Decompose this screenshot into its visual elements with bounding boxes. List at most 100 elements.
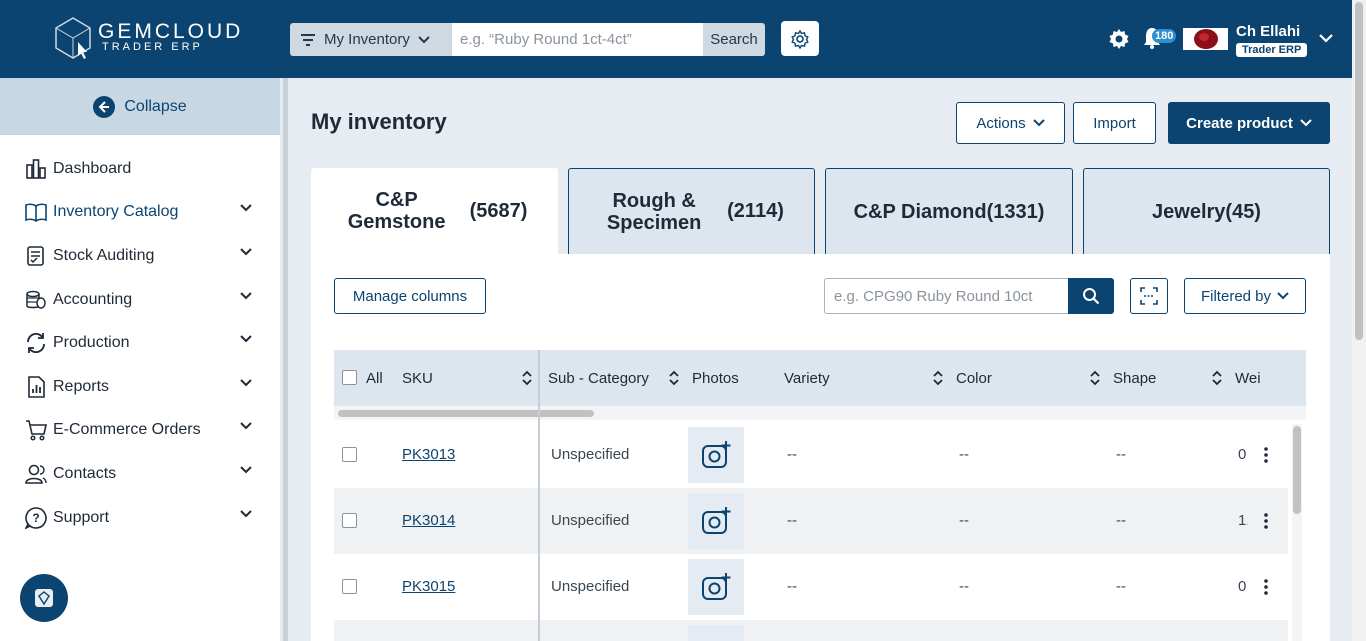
tab-rough-specimen[interactable]: Rough & Specimen (2114) xyxy=(568,168,815,254)
chevron-down-icon xyxy=(240,248,252,256)
sort-icon[interactable] xyxy=(522,370,532,386)
tab-cp-diamond[interactable]: C&P Diamond(1331) xyxy=(825,168,1073,254)
filtered-by-dropdown[interactable]: Filtered by xyxy=(1184,278,1306,314)
select-all-checkbox[interactable] xyxy=(342,370,357,385)
scrollbar-thumb[interactable] xyxy=(1355,2,1363,340)
more-options-icon[interactable] xyxy=(1258,578,1274,596)
tab-count: (5687) xyxy=(469,199,528,222)
row-checkbox[interactable] xyxy=(342,513,357,528)
horizontal-scrollbar[interactable] xyxy=(334,406,1306,420)
sidebar-item-accounting[interactable]: Accounting xyxy=(24,288,252,312)
search-scope-dropdown[interactable]: My Inventory xyxy=(290,23,452,56)
sidebar-item-label: Stock Auditing xyxy=(53,247,155,264)
sort-icon[interactable] xyxy=(1090,370,1100,386)
sidebar-item-label: Support xyxy=(53,509,110,526)
add-photo-button[interactable] xyxy=(688,559,744,615)
column-header-photos[interactable]: Photos xyxy=(692,369,739,387)
sidebar-item-label: E-Commerce Orders xyxy=(53,421,201,438)
tab-jewelry[interactable]: Jewelry(45) xyxy=(1083,168,1330,254)
sidebar-item-support[interactable]: ? Support xyxy=(24,506,252,530)
create-product-button[interactable]: Create product xyxy=(1168,102,1330,144)
collapse-label: Collapse xyxy=(124,97,187,115)
sidebar-item-contacts[interactable]: Contacts xyxy=(24,462,252,486)
row-checkbox[interactable] xyxy=(342,579,357,594)
column-header-sku[interactable]: SKU xyxy=(402,369,433,387)
sidebar-item-reports[interactable]: Reports xyxy=(24,375,252,399)
column-header-weight[interactable]: Wei xyxy=(1235,369,1261,387)
sort-icon[interactable] xyxy=(1212,370,1222,386)
chevron-down-icon xyxy=(240,379,252,387)
chevron-down-icon xyxy=(418,35,430,43)
book-icon xyxy=(24,200,48,224)
sku-link[interactable]: PK3014 xyxy=(402,512,456,529)
column-header-variety[interactable]: Variety xyxy=(784,369,830,387)
sidebar: Collapse xyxy=(0,78,280,641)
column-header-sub-category[interactable]: Sub - Category xyxy=(548,369,649,387)
global-search-input[interactable] xyxy=(452,23,703,56)
manage-columns-button[interactable]: Manage columns xyxy=(334,278,486,314)
add-photo-button[interactable] xyxy=(688,493,744,549)
more-options-icon[interactable] xyxy=(1258,446,1274,464)
sku-link[interactable]: PK3015 xyxy=(402,578,456,595)
scrollbar-thumb[interactable] xyxy=(338,410,594,417)
chat-icon xyxy=(35,589,53,607)
variety-cell: -- xyxy=(787,446,797,463)
actions-button[interactable]: Actions xyxy=(956,102,1065,144)
table-search-button[interactable] xyxy=(1068,278,1114,314)
sidebar-item-ecommerce-orders[interactable]: E-Commerce Orders xyxy=(24,418,252,442)
import-button[interactable]: Import xyxy=(1073,102,1156,144)
create-product-label: Create product xyxy=(1186,114,1293,132)
search-scope-label: My Inventory xyxy=(324,31,410,48)
table-row: PK3015 Unspecified -- -- -- 0 xyxy=(334,554,1288,620)
gear-icon[interactable] xyxy=(1108,28,1130,50)
sidebar-item-label: Dashboard xyxy=(53,160,132,177)
barcode-scan-button[interactable] xyxy=(1130,278,1168,314)
settings-scan-button[interactable] xyxy=(781,21,819,56)
sidebar-item-stock-auditing[interactable]: Stock Auditing xyxy=(24,244,252,268)
user-role-badge: Trader ERP xyxy=(1236,43,1308,57)
sort-icon[interactable] xyxy=(669,370,679,386)
ruby-avatar-icon xyxy=(1193,29,1218,49)
collapse-button[interactable]: Collapse xyxy=(0,78,280,135)
add-photo-button[interactable] xyxy=(688,427,744,483)
sub-category-cell: Unspecified xyxy=(551,578,630,595)
dashboard-icon xyxy=(24,157,48,181)
table-row: PK3013 Unspecified -- -- -- 0 xyxy=(334,422,1288,488)
gear-scan-icon xyxy=(791,29,809,49)
column-divider[interactable] xyxy=(538,350,540,641)
column-header-color[interactable]: Color xyxy=(956,369,992,387)
tab-cp-gemstone[interactable]: C&P Gemstone (5687) xyxy=(311,168,558,254)
add-photo-button[interactable] xyxy=(688,625,744,641)
row-checkbox[interactable] xyxy=(342,447,357,462)
search-button[interactable]: Search xyxy=(703,23,765,56)
sidebar-divider[interactable] xyxy=(283,78,288,641)
filtered-by-label: Filtered by xyxy=(1200,287,1272,305)
chevron-down-icon xyxy=(1032,119,1045,127)
sidebar-item-inventory-catalog[interactable]: Inventory Catalog xyxy=(24,200,252,224)
table-search-input[interactable] xyxy=(824,278,1069,314)
sidebar-item-production[interactable]: Production xyxy=(24,331,252,355)
variety-cell: -- xyxy=(787,578,797,595)
coins-icon xyxy=(24,288,48,312)
sku-link[interactable]: PK3013 xyxy=(402,446,456,463)
column-header-shape[interactable]: Shape xyxy=(1113,369,1157,387)
table-vertical-scrollbar[interactable] xyxy=(1292,424,1302,641)
tab-name: C&P Diamond(1331) xyxy=(853,200,1045,223)
scrollbar-thumb[interactable] xyxy=(1293,426,1301,514)
sidebar-item-dashboard[interactable]: Dashboard xyxy=(24,157,252,181)
import-label: Import xyxy=(1093,114,1136,132)
chat-widget-button[interactable] xyxy=(20,574,68,622)
table-row xyxy=(334,620,1288,641)
page-scrollbar[interactable] xyxy=(1352,0,1366,641)
help-icon: ? xyxy=(24,506,48,530)
arrow-left-icon xyxy=(93,95,116,118)
logo[interactable]: GEMCLOUD TRADER ERP xyxy=(52,16,242,60)
more-options-icon[interactable] xyxy=(1258,512,1274,530)
user-menu-chevron-icon[interactable] xyxy=(1319,34,1333,44)
avatar[interactable] xyxy=(1183,28,1228,50)
chevron-down-icon xyxy=(240,422,252,430)
gem-logo-icon xyxy=(55,17,91,59)
weight-cell: 0 xyxy=(1238,578,1247,595)
sort-icon[interactable] xyxy=(933,370,943,386)
user-name: Ch Ellahi xyxy=(1236,23,1301,40)
